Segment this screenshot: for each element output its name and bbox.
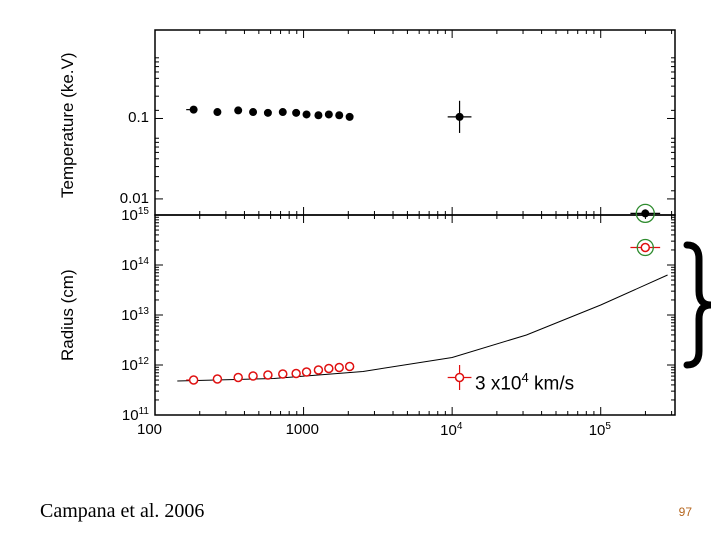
top-ytick-label: 0.1 xyxy=(128,109,149,126)
bottom-ytick-label: 1013 xyxy=(121,306,149,324)
velocity-annotation: 3 x104 km/s xyxy=(475,370,574,395)
xtick-label: 100 xyxy=(137,421,162,438)
top-ytick-label: 0.01 xyxy=(120,190,149,207)
citation-text: Campana et al. 2006 xyxy=(40,500,204,523)
page-number: 97 xyxy=(679,505,692,519)
xtick-label: 1000 xyxy=(286,421,319,438)
bottom-ytick-label: 1014 xyxy=(121,256,149,274)
xtick-label: 105 xyxy=(589,421,611,439)
chart-svg xyxy=(0,0,720,540)
xtick-label: 104 xyxy=(440,421,462,439)
bottom-ytick-label: 1015 xyxy=(121,206,149,224)
bottom-ytick-label: 1012 xyxy=(121,356,149,374)
